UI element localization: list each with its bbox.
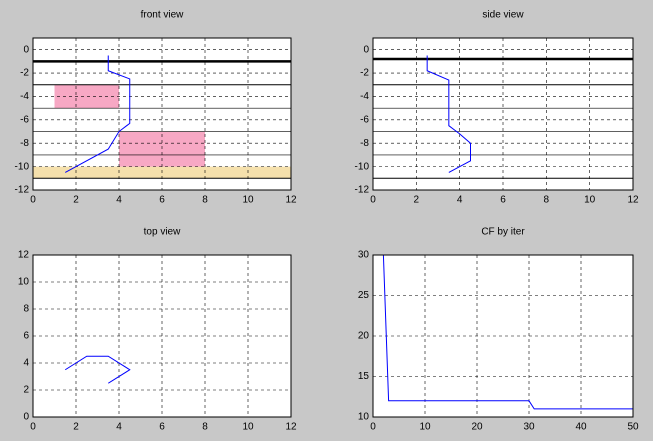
y-tick-label: 4 [23,358,29,369]
axes-background [373,38,633,190]
x-tick-label: 2 [414,195,420,206]
chart-title: front view [141,10,185,21]
x-tick-label: 8 [202,422,208,433]
y-tick-label: -6 [360,114,369,125]
x-tick-label: 50 [627,422,639,433]
x-tick-label: 0 [30,422,36,433]
x-tick-label: 12 [285,422,297,433]
x-tick-label: 4 [116,422,122,433]
y-tick-label: -2 [20,68,29,79]
chart-title: CF by iter [481,227,525,238]
x-tick-label: 30 [523,422,535,433]
x-tick-label: 0 [370,422,376,433]
y-tick-label: 6 [23,331,29,342]
axes-frame [372,254,634,418]
x-tick-label: 4 [457,195,463,206]
y-tick-label: 20 [358,331,370,342]
x-tick-label: 10 [584,195,596,206]
x-tick-label: 10 [242,195,254,206]
axes-frame [372,37,634,191]
y-tick-label: 0 [23,412,29,423]
data-line [64,355,131,384]
y-tick-label: 15 [358,371,370,382]
x-tick-label: 10 [242,422,254,433]
y-tick-label: -12 [355,185,370,196]
axes-frame [32,254,292,418]
x-tick-label: 6 [500,195,506,206]
x-tick-label: 2 [73,195,79,206]
y-tick-label: -10 [355,161,370,172]
y-tick-label: 0 [23,44,29,55]
y-tick-label: 0 [363,44,369,55]
y-tick-label: 30 [358,250,370,261]
y-tick-label: 10 [18,277,30,288]
x-tick-label: 12 [627,195,639,206]
x-tick-label: 6 [159,195,165,206]
x-tick-label: 12 [285,195,297,206]
y-tick-label: -8 [20,138,29,149]
y-tick-label: 25 [358,290,370,301]
y-tick-label: 2 [23,385,29,396]
x-tick-label: 10 [419,422,431,433]
x-tick-label: 6 [159,422,165,433]
region [54,84,119,109]
chart-title: side view [482,10,524,21]
y-tick-label: -4 [20,91,29,102]
x-tick-label: 20 [471,422,483,433]
y-tick-label: -12 [15,185,30,196]
x-tick-label: 0 [370,195,376,206]
x-tick-label: 8 [202,195,208,206]
axes-frame [32,37,292,191]
y-tick-label: -2 [360,68,369,79]
chart-title: top view [144,227,181,238]
y-tick-label: 10 [358,412,370,423]
y-tick-label: -10 [15,161,30,172]
y-tick-label: 8 [23,304,29,315]
data-line [65,55,131,173]
x-tick-label: 4 [116,195,122,206]
x-tick-label: 8 [544,195,550,206]
x-tick-label: 0 [30,195,36,206]
y-tick-label: -6 [20,114,29,125]
x-tick-label: 40 [575,422,587,433]
y-tick-label: -4 [360,91,369,102]
y-tick-label: -8 [360,138,369,149]
y-tick-label: 12 [18,250,30,261]
data-line [426,55,471,173]
x-tick-label: 2 [73,422,79,433]
